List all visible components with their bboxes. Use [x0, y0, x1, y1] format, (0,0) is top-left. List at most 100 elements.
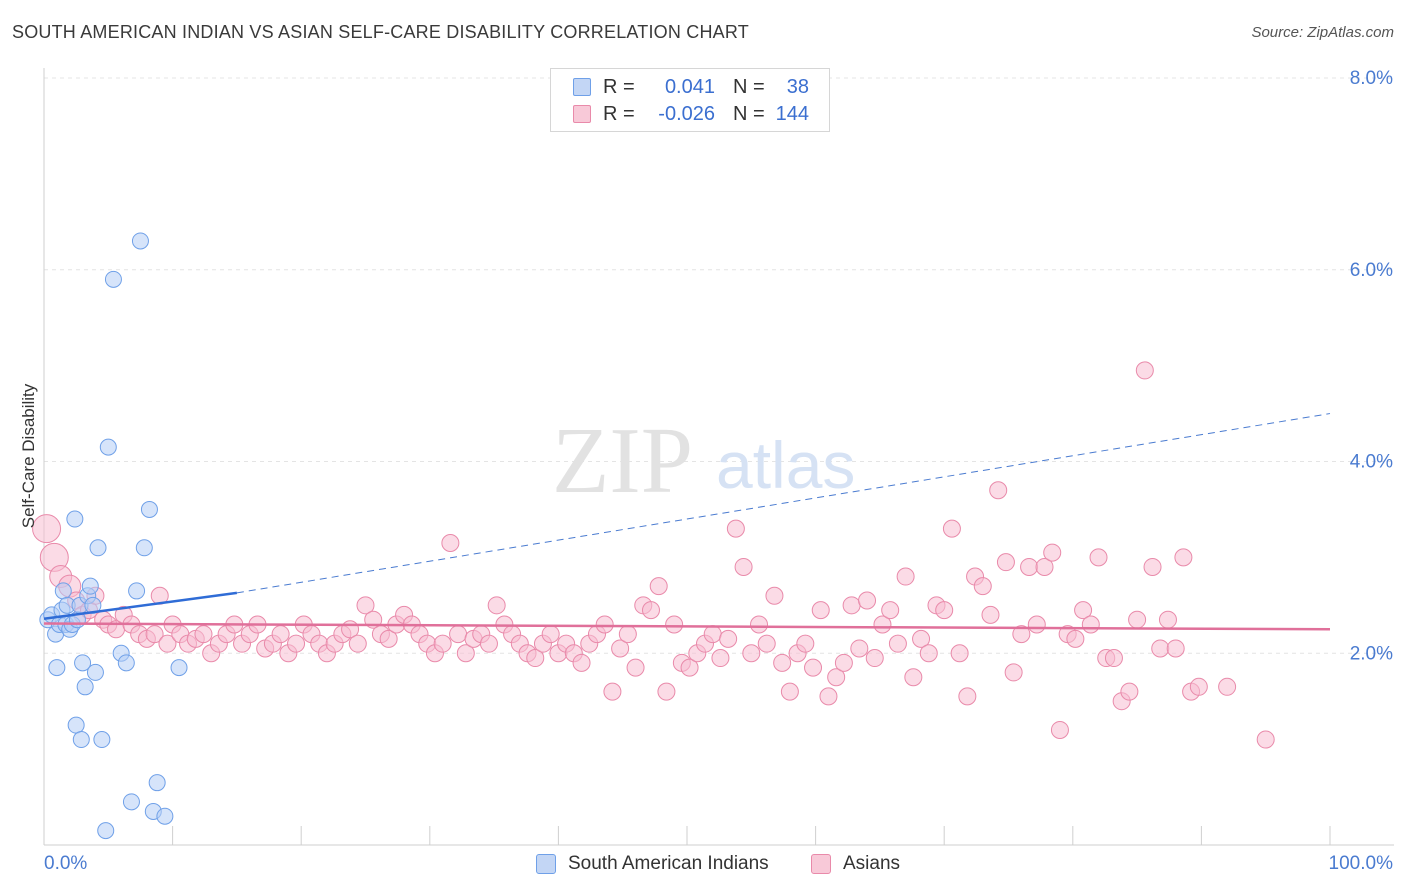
chart-source: Source: ZipAtlas.com	[1251, 24, 1394, 41]
asian-point	[1174, 548, 1193, 567]
asian-point	[680, 658, 699, 677]
asian-point	[1004, 663, 1023, 682]
south-american-indian-point	[140, 500, 158, 518]
asian-point	[1189, 677, 1208, 696]
south-american-indian-point	[93, 731, 111, 749]
asian-point	[719, 629, 738, 648]
asian-point	[1166, 639, 1185, 658]
south-american-indian-point	[86, 663, 104, 681]
asian-point	[1066, 629, 1085, 648]
asian-point	[865, 649, 884, 668]
asian-point	[1120, 682, 1139, 701]
asian-point	[348, 634, 367, 653]
r-label: R =	[603, 75, 635, 98]
asian-point	[950, 644, 969, 663]
south-american-indian-point	[72, 731, 90, 749]
n-label: N =	[733, 102, 765, 125]
asian-point	[572, 653, 591, 672]
asian-point	[996, 553, 1015, 572]
asian-point	[981, 605, 1000, 624]
asian-point	[145, 625, 164, 644]
asian-point	[449, 625, 468, 644]
asian-point	[1020, 557, 1039, 576]
south-american-indian-point	[67, 716, 85, 734]
asian-points	[32, 361, 1275, 749]
r-value: -0.026	[658, 102, 715, 125]
y-tick-label: 6.0%	[1350, 260, 1393, 281]
stats-legend: R = 0.041 N = 38 R = -0.026 N = 144	[550, 68, 830, 132]
asian-point	[989, 481, 1008, 500]
asian-point	[935, 601, 954, 620]
asian-point	[750, 615, 769, 634]
x-tick-label-min: 0.0%	[44, 853, 87, 874]
asian-point	[1128, 610, 1147, 629]
asian-point	[479, 634, 498, 653]
asian-point	[811, 601, 830, 620]
south-american-indian-point	[89, 539, 107, 557]
asian-point	[526, 649, 545, 668]
chart-title: SOUTH AMERICAN INDIAN VS ASIAN SELF-CARE…	[12, 22, 749, 42]
legend-item-asians: Asians	[811, 851, 900, 877]
legend-row-south-american-indians: R = 0.041 N = 38	[573, 76, 809, 98]
y-axis-label: Self-Care Disability	[19, 383, 38, 528]
n-label: N =	[733, 75, 765, 98]
asian-point	[912, 629, 931, 648]
asian-point	[194, 625, 213, 644]
south-american-indian-point	[135, 539, 153, 557]
asian-point	[726, 519, 745, 538]
legend-swatch-blue	[573, 78, 591, 96]
n-value: 38	[786, 75, 809, 98]
asian-point	[873, 615, 892, 634]
trend-lines	[43, 413, 1331, 631]
south-american-indian-point	[128, 582, 146, 600]
south-american-indian-point	[148, 774, 166, 792]
south-american-indian-points	[39, 232, 188, 840]
watermark-zip: ZIP	[552, 409, 693, 513]
legend-swatch-pink	[811, 854, 831, 874]
south-american-indian-point	[122, 793, 140, 811]
asian-point	[804, 658, 823, 677]
asian-point	[1256, 730, 1275, 749]
axes	[43, 68, 1394, 846]
tick-labels: 2.0% 4.0% 6.0% 8.0% 0.0% 100.0%	[44, 68, 1393, 874]
south-american-indian-trend-line	[43, 591, 238, 620]
asian-point	[641, 601, 660, 620]
legend-row-asians: R = -0.026 N = 144	[573, 103, 809, 125]
n-value: 144	[775, 102, 809, 125]
south-american-indian-point	[104, 270, 122, 288]
asian-point	[796, 634, 815, 653]
legend-label: South American Indians	[568, 853, 769, 874]
asian-point	[1151, 639, 1170, 658]
south-american-indian-trend-extension	[236, 413, 1331, 594]
asian-point	[665, 615, 684, 634]
asian-point	[158, 634, 177, 653]
asian-point	[842, 596, 861, 615]
south-american-indian-point	[48, 659, 66, 677]
legend-swatch-pink	[573, 105, 591, 123]
asian-point	[287, 634, 306, 653]
asian-point	[1081, 615, 1100, 634]
asian-point	[765, 586, 784, 605]
asian-point	[819, 687, 838, 706]
asian-point	[603, 682, 622, 701]
asian-point	[773, 653, 792, 672]
asian-point	[271, 625, 290, 644]
south-american-indian-point	[74, 654, 92, 672]
asian-trend-line	[43, 622, 1331, 631]
asian-point	[780, 682, 799, 701]
x-tick-label-max: 100.0%	[1329, 853, 1394, 874]
south-american-indian-point	[170, 659, 188, 677]
y-tick-label: 8.0%	[1350, 68, 1393, 89]
south-american-indian-point	[76, 678, 94, 696]
grid-lines	[44, 77, 1394, 654]
asian-point	[942, 519, 961, 538]
asian-point	[487, 596, 506, 615]
asian-point	[904, 668, 923, 687]
asian-point	[1143, 557, 1162, 576]
asian-point	[757, 634, 776, 653]
asian-point	[973, 577, 992, 596]
south-american-indian-point	[54, 582, 72, 600]
asian-point	[657, 682, 676, 701]
y-tick-label: 4.0%	[1350, 452, 1393, 473]
